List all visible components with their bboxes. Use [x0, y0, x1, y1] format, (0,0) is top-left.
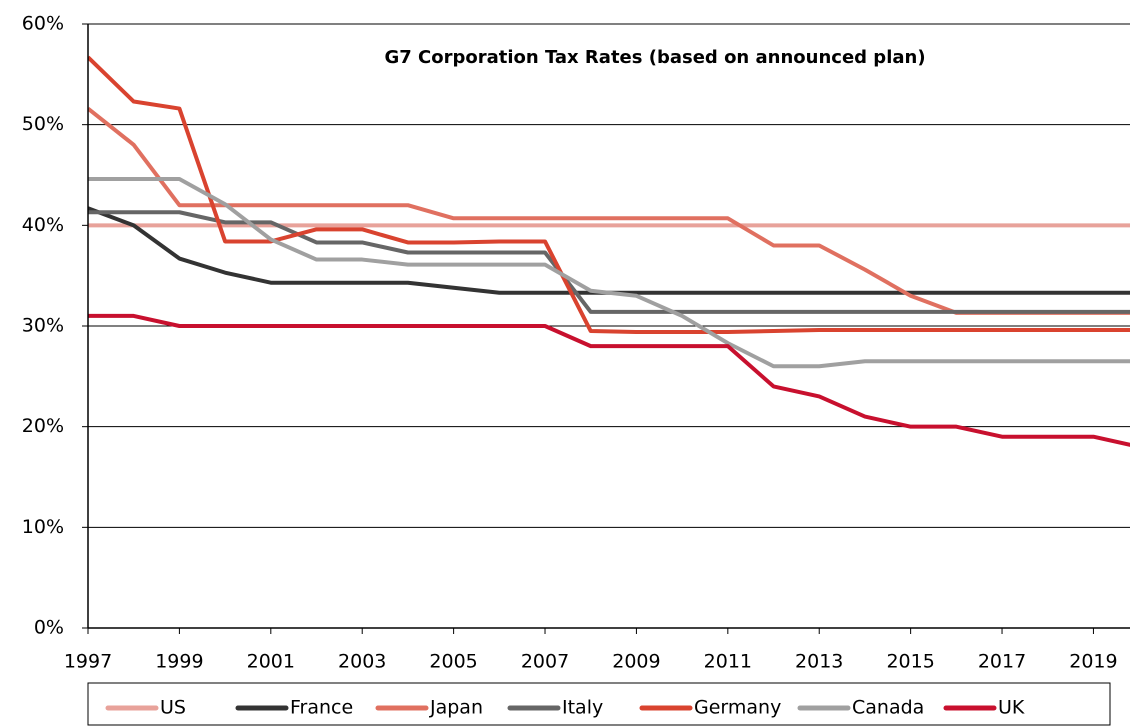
x-tick-label: 2003 — [338, 651, 386, 673]
y-tick-label: 50% — [22, 113, 64, 135]
series-line — [88, 313, 1130, 447]
y-tick-label: 30% — [22, 315, 64, 337]
x-tick-label: 2001 — [247, 651, 295, 673]
legend-label: UK — [998, 697, 1025, 719]
legend-label: US — [160, 697, 186, 719]
legend-box — [87, 682, 1111, 726]
series-line — [88, 210, 1130, 314]
x-tick-label: 1997 — [64, 651, 112, 673]
y-tick-label: 40% — [22, 214, 64, 236]
x-tick-label: 2005 — [429, 651, 477, 673]
x-tick-label: 2007 — [521, 651, 569, 673]
legend-label: Canada — [852, 697, 924, 719]
legend-label: Italy — [562, 697, 603, 719]
y-tick-label: 10% — [22, 516, 64, 538]
x-tick-label: 2011 — [704, 651, 752, 673]
series-line — [88, 55, 1130, 335]
plot-area — [88, 55, 1130, 447]
legend: US France Japan Italy Germany Canada UK — [105, 697, 1025, 719]
chart-title: G7 Corporation Tax Rates (based on annou… — [384, 47, 925, 68]
y-tick-label: 0% — [34, 617, 64, 639]
x-tick-label: 1999 — [155, 651, 203, 673]
x-tick-label: 2019 — [1069, 651, 1117, 673]
x-tick-label: 2015 — [886, 651, 934, 673]
series-line — [88, 106, 1130, 315]
y-tick-label: 60% — [22, 13, 64, 35]
axes: 0% 10% 20% 30% 40% 50% 60% 1997 1999 2001 2003 2005… — [22, 13, 1130, 673]
x-tick-label: 2009 — [612, 651, 660, 673]
legend-label: Japan — [429, 697, 483, 719]
series-line — [88, 177, 1130, 369]
x-tick-label: 2017 — [978, 651, 1026, 673]
legend-label: France — [290, 697, 353, 719]
x-tick-label: 2013 — [795, 651, 843, 673]
y-tick-label: 20% — [22, 415, 64, 437]
legend-label: Germany — [694, 697, 781, 719]
